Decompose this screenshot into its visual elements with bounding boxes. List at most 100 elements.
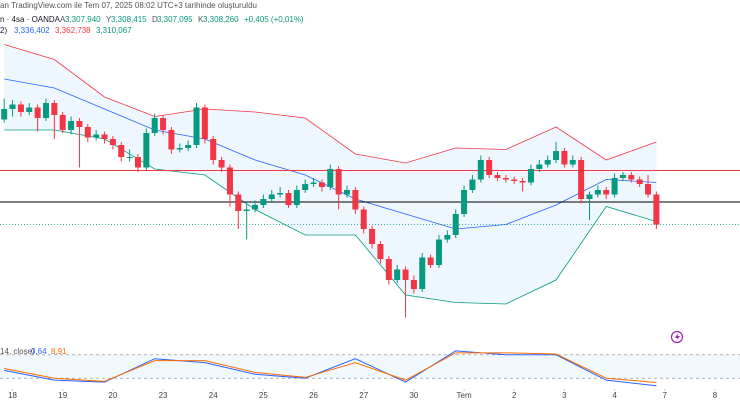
candle-body (536, 164, 543, 169)
candle-body (151, 118, 158, 133)
oscillator-value: 8,91 (51, 347, 67, 356)
x-tick-label: 3 (562, 391, 567, 400)
candle-body (109, 139, 116, 145)
candle-body (435, 239, 442, 265)
ohlc-key: D (152, 15, 158, 24)
x-tick-label: 30 (409, 391, 418, 400)
candle-body (427, 257, 434, 265)
candle-body (93, 134, 100, 138)
candle-body (594, 190, 601, 195)
candle-body (68, 121, 75, 130)
candle-body (76, 121, 83, 127)
candle-body (126, 157, 133, 158)
candle-body (519, 181, 526, 183)
candle-body (26, 107, 33, 112)
ohlc-value: 3,308,260 (203, 15, 239, 24)
candle-body (477, 160, 484, 180)
candle-body (42, 103, 49, 118)
oscillator-line (4, 352, 657, 384)
candle-body (410, 280, 417, 289)
candle-body (201, 107, 208, 139)
flash-icon[interactable] (670, 330, 684, 344)
candle-body (310, 182, 317, 184)
candle-body (327, 169, 334, 187)
x-tick-label: 19 (58, 391, 67, 400)
candle-body (101, 134, 108, 139)
ohlc-change: +0,405 (+0,01%) (244, 15, 304, 24)
candle-body (352, 190, 359, 210)
oscillator-label: 14, close) (0, 347, 35, 356)
candle-body (469, 179, 476, 190)
candle-body (260, 199, 267, 205)
candle-body (377, 244, 384, 259)
candle-body (193, 107, 200, 145)
candle-body (84, 127, 91, 138)
x-tick-label: 8 (713, 391, 718, 400)
candle-body (636, 179, 643, 184)
candle-body (59, 115, 66, 130)
candle-body (452, 214, 459, 235)
candle-body (486, 160, 493, 175)
x-tick-label: 24 (209, 391, 218, 400)
candle-body (494, 175, 501, 178)
candle-body (118, 145, 125, 157)
candle-body (628, 175, 635, 180)
candle-body (226, 167, 233, 195)
candle-body (603, 190, 610, 195)
symbol: n · 4sa · OANDA (0, 15, 61, 24)
candle-body (611, 178, 618, 195)
candle-body (1, 109, 8, 120)
candle-body (318, 182, 325, 187)
candle-body (360, 209, 367, 229)
x-tick-label: 4 (612, 391, 617, 400)
candle-body (168, 130, 175, 150)
candle-body (34, 107, 41, 118)
candle-body (293, 190, 300, 205)
candle-body (444, 235, 451, 240)
x-tick-label: 23 (159, 391, 168, 400)
candle-body (385, 259, 392, 280)
candle-body (302, 184, 309, 190)
x-tick-label: 25 (259, 391, 268, 400)
candle-body (419, 257, 426, 289)
candle-body (511, 179, 518, 181)
candle-body (502, 178, 509, 180)
bb-value: 3,310,067 (96, 26, 132, 35)
created-note: an TradingView.com ile Tem 07, 2025 08:0… (0, 1, 257, 10)
candle-body (344, 190, 351, 195)
candle-body (268, 194, 275, 199)
candle-body (17, 104, 24, 112)
ohlc-key: A (60, 15, 66, 24)
oscillator-band (0, 354, 740, 379)
x-tick-label: 27 (359, 391, 368, 400)
bb-value: 3,336,402 (14, 26, 50, 35)
x-tick-label: 26 (309, 391, 318, 400)
candle-body (645, 184, 652, 195)
candle-body (619, 175, 626, 178)
candle-body (369, 229, 376, 244)
candle-body (51, 103, 58, 115)
candle-body (176, 148, 183, 150)
candle-body (143, 133, 150, 168)
candle-body (578, 160, 585, 199)
oscillator-value: 0,64 (31, 347, 47, 356)
candle-body (461, 190, 468, 214)
candle-body (277, 193, 284, 195)
candle-body (134, 157, 141, 168)
candle-body (9, 104, 16, 109)
x-tick-label: 7 (663, 391, 668, 400)
x-tick-label: Tem (457, 391, 472, 400)
candle-body (160, 118, 167, 130)
candle-body (335, 169, 342, 195)
ohlc-value: 3,308,415 (111, 15, 147, 24)
candle-body (653, 194, 660, 225)
ohlc-key: K (198, 15, 204, 24)
candle-body (285, 193, 292, 205)
ohlc-key: Y (106, 15, 112, 24)
ohlc-value: 3,307,095 (157, 15, 193, 24)
bb-value: 3,362,738 (55, 26, 91, 35)
candle-body (402, 269, 409, 280)
legend: A 3,307,940 Y 3,308,415 D 3,307,095 K 3,308,260… (60, 15, 304, 24)
candle-body (569, 160, 576, 165)
